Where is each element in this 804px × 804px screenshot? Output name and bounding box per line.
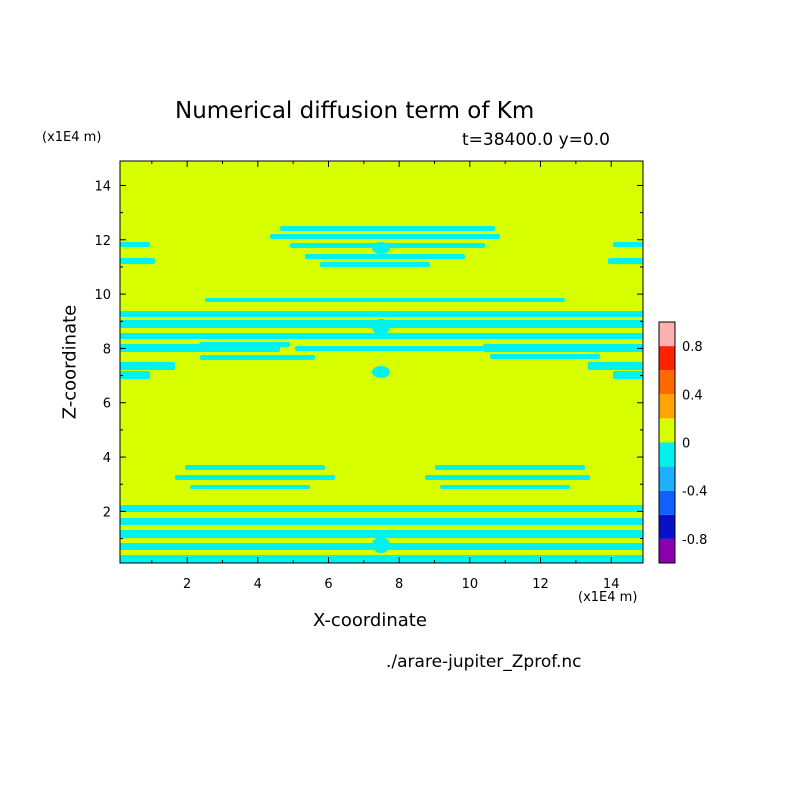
colorbar-tick-label: -0.4: [682, 485, 707, 500]
negative-band: [435, 465, 585, 470]
negative-band: [205, 298, 565, 302]
plot-frame: [119, 160, 644, 564]
negative-band: [190, 485, 310, 489]
colorbar-segment: [659, 394, 675, 419]
y-tick-label: 10: [94, 288, 111, 303]
negative-band: [483, 344, 643, 352]
colorbar-segment: [659, 346, 675, 371]
y-axis-unit: (x1E4 m): [42, 130, 102, 145]
negative-band: [120, 555, 643, 563]
negative-band: [120, 242, 150, 247]
negative-band: [372, 319, 390, 335]
colorbar-segment: [659, 322, 675, 347]
x-tick-label: 10: [462, 577, 479, 592]
colorbar-segment: [659, 490, 675, 515]
negative-band: [120, 371, 150, 379]
y-tick-label: 12: [94, 234, 111, 249]
y-tick-label: 8: [103, 342, 111, 357]
negative-band: [490, 354, 600, 359]
negative-band: [270, 234, 500, 239]
colorbar-segment: [659, 466, 675, 491]
negative-band: [120, 505, 643, 512]
negative-band: [200, 355, 315, 360]
chart-title: Numerical diffusion term of Km: [175, 98, 535, 124]
negative-band: [120, 311, 643, 317]
negative-band: [120, 258, 155, 264]
x-axis-unit: (x1E4 m): [578, 590, 638, 605]
negative-band: [608, 258, 643, 264]
x-axis-label: X-coordinate: [313, 610, 427, 631]
negative-band: [280, 226, 495, 231]
x-tick-label: 2: [183, 577, 191, 592]
colorbar-tick-label: 0.8: [682, 340, 703, 355]
colorbar-segment: [659, 370, 675, 395]
negative-band: [440, 485, 570, 489]
negative-band: [372, 366, 390, 378]
colorbar-segment: [659, 442, 675, 467]
negative-band: [588, 362, 643, 370]
negative-band: [175, 475, 335, 480]
negative-band: [120, 362, 175, 370]
negative-band: [120, 333, 643, 339]
colorbar-tick-label: 0: [682, 437, 690, 452]
field-background: [120, 161, 643, 563]
source-filename: ./arare-jupiter_Zprof.nc: [386, 652, 582, 672]
x-tick-label: 14: [603, 577, 620, 592]
negative-band: [372, 537, 390, 553]
x-tick-label: 8: [395, 577, 403, 592]
negative-band: [425, 475, 590, 480]
y-tick-label: 2: [103, 505, 111, 520]
negative-band: [120, 518, 643, 525]
colorbar-segment: [659, 418, 675, 443]
colorbar-tick-label: 0.4: [682, 388, 703, 403]
x-tick-label: 12: [532, 577, 549, 592]
y-tick-label: 14: [94, 179, 111, 194]
chart-subtitle: t=38400.0 y=0.0: [462, 130, 610, 150]
negative-band: [613, 242, 643, 247]
colorbar-segment: [659, 514, 675, 539]
axes: 2 4 6 8 10 12 14 2 4 6 8 10 12 14: [94, 160, 644, 592]
x-tick-label: 6: [324, 577, 332, 592]
colorbar-segment: [659, 538, 675, 563]
y-tick-label: 6: [103, 397, 111, 412]
negative-band: [295, 346, 485, 351]
negative-band: [613, 371, 643, 379]
negative-band: [320, 262, 430, 267]
y-tick-label: 4: [103, 451, 111, 466]
colorbar: 0.8 0.4 0 -0.4 -0.8: [658, 321, 707, 564]
negative-band: [200, 342, 290, 347]
x-tick-label: 4: [254, 577, 262, 592]
plot-area: [120, 161, 643, 563]
negative-band: [305, 254, 465, 259]
colorbar-frame: [658, 321, 676, 564]
negative-band: [185, 465, 325, 470]
colorbar-tick-label: -0.8: [682, 533, 707, 548]
negative-region-bands: [120, 226, 643, 563]
negative-band: [372, 242, 390, 254]
negative-band: [120, 530, 643, 538]
